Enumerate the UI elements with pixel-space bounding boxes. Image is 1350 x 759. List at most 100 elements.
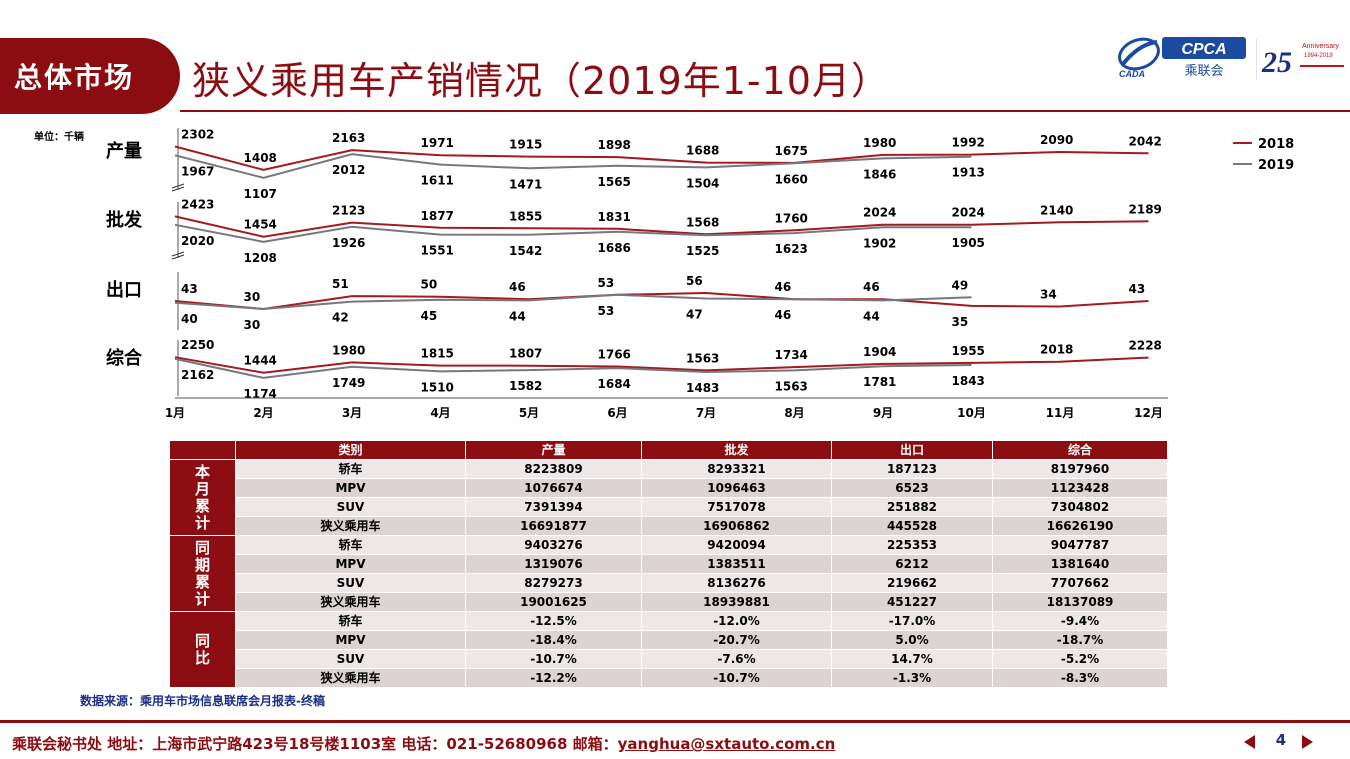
table-group-label: 本月累计 <box>169 459 236 536</box>
data-label: 2228 <box>1129 339 1162 353</box>
data-label: 1684 <box>598 377 631 391</box>
footer-divider <box>0 720 1350 723</box>
panel-label: 综合 <box>106 347 143 369</box>
page-number: 4 <box>1275 731 1287 749</box>
table-cell: 9420094 <box>641 535 832 555</box>
axis-break-mark <box>171 251 185 257</box>
data-label: 56 <box>686 274 703 288</box>
table-cell: -5.2% <box>992 649 1168 669</box>
data-label: 1913 <box>952 166 985 180</box>
panel-label: 批发 <box>106 209 143 231</box>
data-label: 1926 <box>332 236 365 250</box>
data-label: 1483 <box>686 381 719 395</box>
cpca-logo-cn: 乘联会 <box>1184 64 1223 79</box>
data-label: 1992 <box>952 136 985 150</box>
x-tick-label: 12月 <box>1134 406 1163 420</box>
table-cell: 18939881 <box>641 592 832 612</box>
table-cell: 1096463 <box>641 478 832 498</box>
series-line-2019 <box>174 293 972 311</box>
table-header-cell: 综合 <box>992 440 1168 460</box>
data-label: 1444 <box>244 354 277 368</box>
anniversary-number: 25 <box>1261 46 1292 79</box>
data-label: 1760 <box>775 211 808 225</box>
anniversary-years: 1994-2019 <box>1304 53 1333 59</box>
x-tick-label: 11月 <box>1046 406 1075 420</box>
table-cell: 8223809 <box>465 459 642 479</box>
data-label: 2140 <box>1040 203 1073 217</box>
data-label: 1781 <box>863 375 896 389</box>
data-label: 2162 <box>181 368 214 382</box>
data-label: 1408 <box>244 151 277 165</box>
data-label: 53 <box>598 304 615 318</box>
table-cell: -20.7% <box>641 630 832 650</box>
table-header-row: 类别 产量 批发 出口 综合 <box>169 440 1168 460</box>
data-label: 1766 <box>598 348 631 362</box>
series-line-2018 <box>174 291 1149 311</box>
data-label: 1471 <box>509 177 542 191</box>
table-cell: -7.6% <box>641 649 832 669</box>
page-title: 狭义乘用车产销情况（2019年1-10月） <box>192 59 890 103</box>
data-label: 1955 <box>952 344 985 358</box>
series-line-2019 <box>174 357 972 379</box>
data-label: 40 <box>181 312 198 326</box>
table-row-category: 狭义乘用车 <box>235 592 466 612</box>
table-cell: -1.3% <box>831 668 993 688</box>
anniversary-logo: 25 Anniversary 1994-2019 <box>1256 38 1344 80</box>
data-label: 2020 <box>181 234 214 248</box>
table-row: 狭义乘用车 16691877 16906862 445528 16626190 <box>170 516 1168 536</box>
table-row: 同比 轿车 -12.5% -12.0% -17.0% -9.4% <box>169 611 1168 688</box>
table-row-category: MPV <box>235 554 466 574</box>
footer-address: 乘联会秘书处 地址：上海市武宁路423号18号楼1103室 电话：021-526… <box>12 735 618 753</box>
data-label: 1542 <box>509 244 542 258</box>
table-cell: 8136276 <box>641 573 832 593</box>
data-label: 1454 <box>244 218 277 232</box>
previous-page-arrow-icon[interactable] <box>1244 735 1255 749</box>
data-label: 1831 <box>598 210 631 224</box>
table-cell: 7707662 <box>992 573 1168 593</box>
table-header-cell: 批发 <box>641 440 832 460</box>
table-cell: 1319076 <box>465 554 642 574</box>
anniversary-text: Anniversary <box>1302 43 1339 50</box>
table-header-cell: 出口 <box>831 440 993 460</box>
data-label: 1504 <box>686 176 719 190</box>
data-label: 1843 <box>952 374 985 388</box>
data-label: 2189 <box>1129 202 1162 216</box>
table-cell: -12.0% <box>641 611 832 631</box>
table-cell: 1383511 <box>641 554 832 574</box>
section-label: 总体市场 <box>14 61 135 94</box>
table-row-category: 狭义乘用车 <box>235 668 466 688</box>
data-label: 53 <box>598 276 615 290</box>
table-cell: 14.7% <box>831 649 993 669</box>
data-label: 1749 <box>332 376 365 390</box>
series-line-2019 <box>174 223 972 243</box>
table-cell: 6212 <box>831 554 993 574</box>
data-label: 2123 <box>332 204 365 218</box>
table-row-category: 轿车 <box>235 611 466 631</box>
data-label: 2012 <box>332 163 365 177</box>
x-tick-label: 4月 <box>430 406 450 420</box>
data-label: 1877 <box>421 209 454 223</box>
data-label: 1660 <box>775 172 808 186</box>
data-label: 47 <box>686 308 703 322</box>
data-label: 1675 <box>775 144 808 158</box>
table-row: 本月累计 轿车 8223809 8293321 187123 8197960 <box>169 459 1168 536</box>
table-cell: 219662 <box>831 573 993 593</box>
x-tick-label: 2月 <box>253 406 273 420</box>
table-row: MPV -18.4% -20.7% 5.0% -18.7% <box>170 630 1168 650</box>
table-cell: 6523 <box>831 478 993 498</box>
data-label: 1688 <box>686 144 719 158</box>
x-tick-label: 3月 <box>342 406 362 420</box>
table-group-label-text: 同期累计 <box>194 538 210 608</box>
table-cell: 225353 <box>831 535 993 555</box>
table-cell: 8197960 <box>992 459 1168 479</box>
footer-email-link[interactable]: yanghua@sxtauto.com.cn <box>617 735 836 753</box>
table-row: 狭义乘用车 19001625 18939881 451227 18137089 <box>170 592 1168 612</box>
table-cell: 18137089 <box>992 592 1168 612</box>
data-label: 1611 <box>421 174 454 188</box>
data-label: 2024 <box>952 206 985 220</box>
data-label: 1905 <box>952 236 985 250</box>
cpca-logo-text: CPCA <box>1181 41 1226 58</box>
table-row-category: SUV <box>235 497 466 517</box>
data-label: 1967 <box>181 164 214 178</box>
next-page-arrow-icon[interactable] <box>1302 735 1313 749</box>
